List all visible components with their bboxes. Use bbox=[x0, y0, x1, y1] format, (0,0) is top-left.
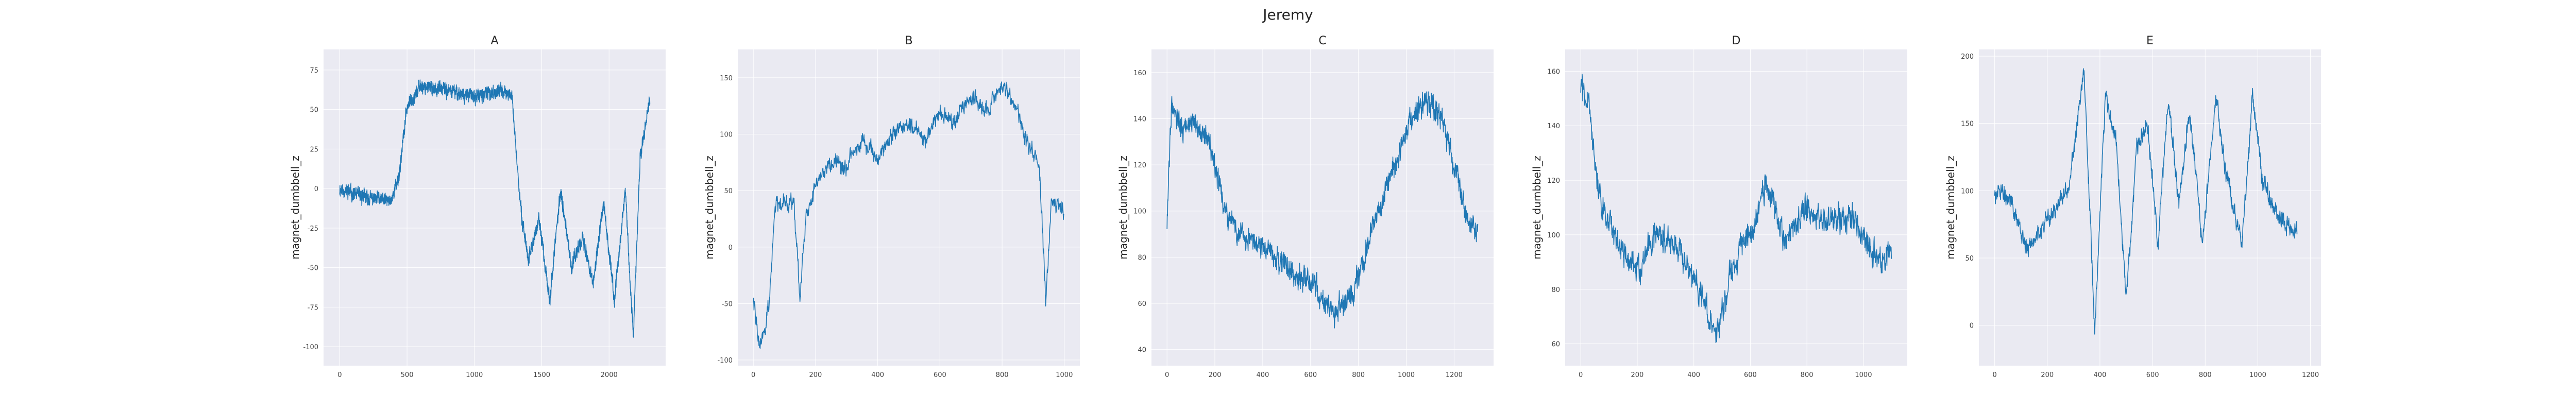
x-tick-label: 800 bbox=[2199, 371, 2212, 379]
y-tick-label: 75 bbox=[310, 67, 318, 75]
y-tick-label: 140 bbox=[1133, 115, 1146, 123]
x-tick-label: 0 bbox=[337, 371, 342, 379]
y-axis-label: magnet_dumbbell_z bbox=[289, 156, 301, 259]
plot-area bbox=[1565, 49, 1907, 366]
subplot-panels: 0 500 1000 1500 2000-100-75-50-250255075Amag… bbox=[289, 35, 2321, 379]
x-tick-label: 200 bbox=[1209, 371, 1222, 379]
panel-title: A bbox=[490, 35, 498, 47]
y-tick-label: 50 bbox=[1965, 255, 1974, 263]
y-axis-label: magnet_dumbbell_z bbox=[1117, 156, 1129, 259]
x-tick-label: 400 bbox=[1257, 371, 1269, 379]
y-axis-label: magnet_dumbbell_z bbox=[1944, 156, 1957, 259]
series-line bbox=[1166, 91, 1479, 329]
y-tick-label: 140 bbox=[1547, 123, 1560, 130]
y-tick-label: 40 bbox=[1138, 347, 1146, 354]
plot-area bbox=[738, 49, 1080, 366]
x-tick-label: 200 bbox=[2041, 371, 2054, 379]
x-tick-label: 1000 bbox=[1855, 371, 1872, 379]
x-tick-label: 400 bbox=[871, 371, 884, 379]
x-tick-label: 0 bbox=[1165, 371, 1169, 379]
plot-area bbox=[1151, 49, 1494, 366]
x-tick-label: 2000 bbox=[601, 371, 618, 379]
y-axis-label: magnet_dumbbell_z bbox=[703, 156, 716, 259]
y-tick-label: 100 bbox=[720, 131, 733, 139]
figure-title: Jeremy bbox=[1262, 6, 1313, 23]
x-tick-label: 800 bbox=[996, 371, 1009, 379]
y-tick-label: 100 bbox=[1547, 232, 1560, 239]
y-tick-label: 160 bbox=[1547, 68, 1560, 76]
plot-area bbox=[324, 49, 666, 366]
y-tick-label: 25 bbox=[310, 146, 318, 153]
panel-title: D bbox=[1732, 35, 1741, 47]
plot-area bbox=[1979, 49, 2321, 366]
x-tick-label: 1200 bbox=[1446, 371, 1463, 379]
subplot-c: 0 200 400 600 800 1000 1200 40 60 80 100 120 140 160 C… bbox=[1117, 35, 1494, 379]
y-tick-label: 0 bbox=[314, 185, 318, 193]
y-tick-label: 120 bbox=[1547, 177, 1560, 185]
x-tick-label: 800 bbox=[1352, 371, 1365, 379]
x-tick-label: 0 bbox=[1993, 371, 1997, 379]
x-tick-label: 400 bbox=[1687, 371, 1700, 379]
x-tick-label: 800 bbox=[1801, 371, 1814, 379]
x-tick-label: 0 bbox=[1579, 371, 1583, 379]
x-tick-label: 200 bbox=[809, 371, 822, 379]
y-axis-label: magnet_dumbbell_z bbox=[1531, 156, 1543, 259]
x-tick-label: 1000 bbox=[466, 371, 483, 379]
x-tick-label: 600 bbox=[1744, 371, 1757, 379]
y-tick-label: 120 bbox=[1133, 162, 1146, 169]
x-tick-label: 600 bbox=[934, 371, 946, 379]
y-tick-label: -100 bbox=[717, 357, 733, 365]
y-tick-label: 150 bbox=[720, 75, 733, 82]
y-tick-label: 200 bbox=[1961, 53, 1974, 61]
y-tick-label: 80 bbox=[1551, 286, 1560, 294]
y-tick-label: -50 bbox=[308, 265, 318, 272]
y-tick-label: -50 bbox=[722, 300, 733, 308]
subplot-d: 0 200 400 600 800 1000 60 80 100 120 140 160 Dmagnet… bbox=[1531, 35, 1907, 379]
y-tick-label: 50 bbox=[310, 107, 318, 114]
y-tick-label: 100 bbox=[1133, 208, 1146, 216]
panel-title: C bbox=[1318, 35, 1326, 47]
y-tick-label: 100 bbox=[1961, 187, 1974, 195]
y-tick-label: -75 bbox=[308, 304, 318, 312]
x-tick-label: 1000 bbox=[1056, 371, 1073, 379]
y-tick-label: 0 bbox=[1970, 322, 1974, 330]
x-tick-label: 0 bbox=[751, 371, 755, 379]
subplot-a: 0 500 1000 1500 2000 -100 -75 -50 -25 0 25 50 75 Amag… bbox=[289, 35, 666, 379]
series-line bbox=[339, 79, 651, 338]
y-tick-label: -25 bbox=[308, 225, 318, 233]
x-tick-label: 1500 bbox=[533, 371, 550, 379]
series-line bbox=[1580, 74, 1892, 344]
y-tick-label: 150 bbox=[1961, 121, 1974, 128]
y-tick-label: 160 bbox=[1133, 70, 1146, 77]
y-tick-label: 60 bbox=[1138, 300, 1146, 308]
y-tick-label: -100 bbox=[303, 344, 318, 351]
panel-title: B bbox=[905, 35, 912, 47]
x-tick-label: 1200 bbox=[2302, 371, 2319, 379]
series-line bbox=[1994, 68, 2298, 335]
x-tick-label: 600 bbox=[2146, 371, 2159, 379]
y-tick-label: 80 bbox=[1138, 254, 1146, 262]
x-tick-label: 400 bbox=[2094, 371, 2107, 379]
x-tick-label: 1000 bbox=[1398, 371, 1415, 379]
y-tick-label: 50 bbox=[724, 187, 733, 195]
y-tick-label: 60 bbox=[1551, 341, 1560, 349]
x-tick-label: 500 bbox=[401, 371, 414, 379]
subplot-e: 0 200 400 600 800 1000 1200 0 50 100 150 200 Emagnet… bbox=[1944, 35, 2321, 379]
x-tick-label: 600 bbox=[1304, 371, 1317, 379]
y-tick-label: 0 bbox=[728, 244, 733, 252]
x-tick-label: 200 bbox=[1631, 371, 1644, 379]
x-tick-label: 1000 bbox=[2249, 371, 2266, 379]
subplot-b: 0 200 400 600 800 1000 -100 -50 0 50 100 150 Bmagnet… bbox=[703, 35, 1080, 379]
series-line bbox=[753, 81, 1064, 349]
panel-title: E bbox=[2146, 35, 2154, 47]
